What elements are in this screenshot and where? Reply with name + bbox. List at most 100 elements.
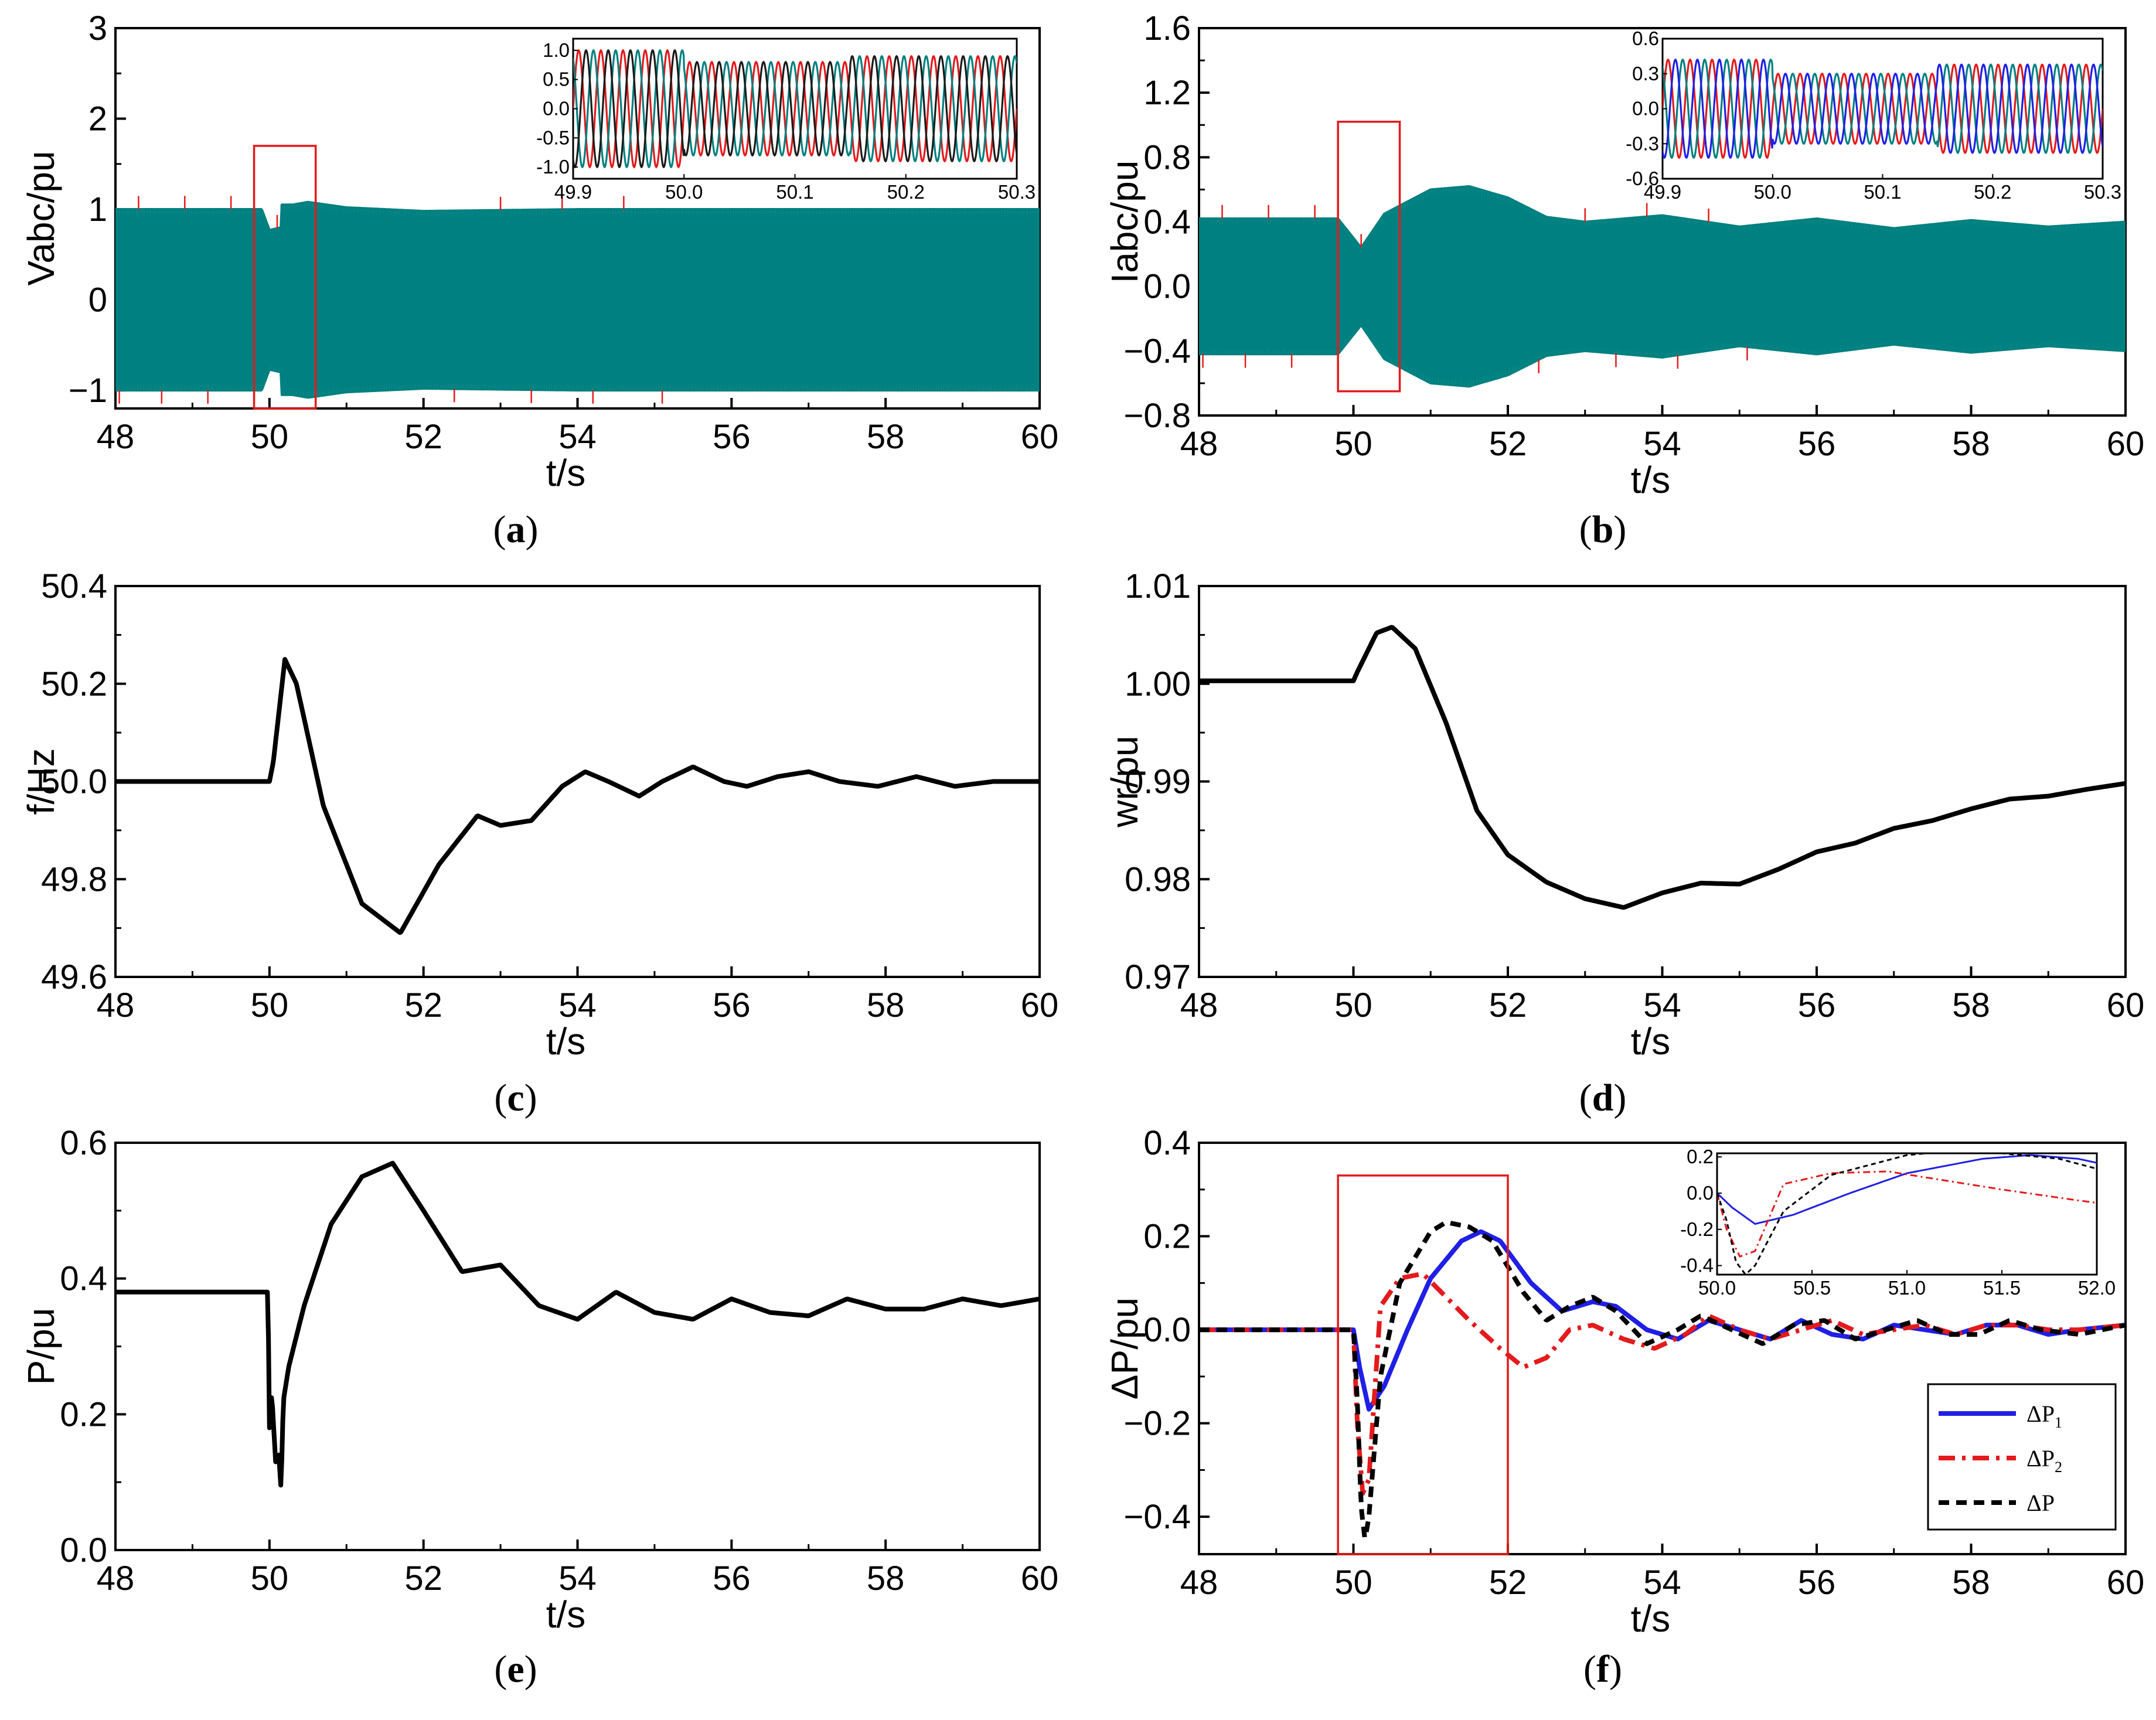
inset-wave-Vc (573, 49, 1017, 169)
y-tick-label: 0 (88, 281, 107, 319)
y-tick-label: 50.2 (41, 665, 107, 703)
inset-x-tick-label: 50.5 (1793, 1277, 1831, 1299)
inset-series-ΔP1 (1717, 1154, 2097, 1225)
x-tick-label: 52 (1489, 986, 1527, 1024)
x-tick-label: 52 (404, 418, 442, 456)
x-tick-label: 54 (1643, 1564, 1681, 1602)
y-tick-label: 0.6 (60, 1124, 107, 1162)
x-tick-label: 58 (867, 418, 905, 456)
inset-y-tick-label: -0.2 (1680, 1218, 1714, 1240)
y-tick-label: 1.6 (1143, 9, 1191, 47)
x-tick-label: 50 (251, 1559, 289, 1598)
inset-x-tick-label: 49.9 (1644, 181, 1681, 203)
panel-f: 48 50 52 54 56 58 60 −0.4 −0.2 0.0 0.2 0.4 t/s ΔP/pu (… (1103, 1124, 2144, 1691)
y-tick-label: −0.2 (1124, 1405, 1191, 1443)
y-axis-label: f/Hz (20, 748, 62, 815)
x-tick-label: 54 (558, 418, 597, 456)
x-tick-label: 54 (1643, 425, 1681, 463)
x-tick-label: 48 (97, 418, 135, 456)
x-tick-label: 60 (1021, 1559, 1059, 1598)
y-tick-label: 0.4 (1143, 1124, 1191, 1162)
y-tick-label: 1.2 (1143, 74, 1191, 112)
x-tick-label: 52 (1489, 1564, 1527, 1602)
panel-a: 48 50 52 54 56 58 60 −1 0 1 2 3 t/s Vabc/pu (a) 49.9 50.… (20, 9, 1058, 551)
inset-x-tick-label: 52.0 (2078, 1277, 2116, 1299)
y-tick-label: 3 (88, 9, 107, 47)
inset-y-tick-label: -0.3 (1626, 132, 1659, 154)
y-tick-label: 0.2 (60, 1395, 107, 1433)
y-tick-label: 0.0 (1143, 1311, 1191, 1349)
inset-x-tick-label: 50.3 (2084, 181, 2121, 203)
series-line-Iabc envelope (lower) (1199, 324, 2126, 388)
inset-y-tick-label: 0.0 (543, 98, 570, 120)
inset-y-tick-label: 0.3 (1632, 63, 1659, 84)
inset-y-tick-label: 0.0 (1687, 1182, 1714, 1204)
inset-wave-Ib (1663, 58, 2103, 159)
x-tick-label: 58 (867, 986, 905, 1024)
y-tick-label: 0.8 (1143, 138, 1191, 176)
zoom-box (1337, 1174, 1509, 1555)
inset-series-ΔP2 (1717, 1170, 2097, 1258)
inset-series-ΔP (1717, 1153, 2097, 1275)
x-tick-label: 60 (2107, 425, 2145, 463)
x-tick-label: 48 (1180, 986, 1218, 1024)
panel-e: 48 50 52 54 56 58 60 0.0 0.2 0.4 0.6 t/s P/pu (e) (20, 1124, 1058, 1691)
y-tick-label: 1.00 (1125, 665, 1191, 703)
x-tick-label: 56 (1798, 1564, 1836, 1602)
series-line-ΔP2 (1199, 1271, 2126, 1496)
inset-x-tick-label: 50.0 (1698, 1277, 1736, 1299)
x-tick-label: 56 (713, 418, 751, 456)
inset-f: 50.0 50.5 51.0 51.5 52.0 0.2 0.0 -0.2 -0.4 (1680, 1146, 2116, 1299)
inset-x-tick-label: 49.9 (554, 181, 592, 203)
x-tick-label: 50 (1334, 425, 1372, 463)
y-tick-label: 0.2 (1143, 1218, 1191, 1256)
panel-caption: (f) (1583, 1648, 1622, 1691)
y-tick-label: 0.0 (60, 1531, 107, 1569)
y-tick-label: −1 (69, 372, 107, 410)
plot-frame (114, 1142, 1041, 1551)
x-tick-label: 52 (404, 986, 442, 1024)
y-tick-label: 0.0 (1143, 268, 1191, 306)
x-tick-label: 50 (251, 418, 289, 456)
x-axis-label: t/s (1631, 1020, 1671, 1062)
zoom-box (1337, 120, 1401, 393)
x-tick-label: 60 (2107, 1564, 2145, 1602)
inset-y-tick-label: -0.6 (1626, 168, 1659, 189)
x-axis-label: t/s (1631, 1598, 1671, 1640)
legend: ΔP1 ΔP2 ΔP (1927, 1383, 2117, 1531)
y-axis-label: Iabc/pu (1103, 161, 1146, 284)
inset-y-tick-label: -0.5 (536, 127, 570, 148)
x-axis-label: t/s (546, 1020, 586, 1062)
x-tick-label: 50 (1334, 986, 1372, 1024)
inset-y-tick-label: 0.5 (543, 69, 570, 90)
x-tick-label: 60 (2107, 986, 2145, 1024)
series-line-Vabc envelope (lower) (115, 368, 1040, 399)
panel-caption: (d) (1579, 1077, 1627, 1119)
x-tick-label: 56 (1798, 986, 1836, 1024)
panel-d: 48 50 52 54 56 58 60 0.97 0.98 0.99 1.00 1.01 t/s wr/… (1103, 567, 2144, 1119)
panel-caption: (e) (494, 1648, 537, 1691)
y-axis-label: wr/pu (1103, 735, 1146, 828)
series-line-Iabc envelope (upper) (1199, 185, 2126, 248)
y-axis-label: Vabc/pu (20, 151, 62, 285)
x-tick-label: 60 (1021, 986, 1059, 1024)
inset-x-tick-label: 50.3 (998, 181, 1036, 203)
inset-b: 49.9 50.0 50.1 50.2 50.3 0.6 0.3 0.0 -0.3 -0.6 (1626, 28, 2121, 203)
y-tick-label: 1 (88, 190, 107, 229)
inset-x-tick-label: 50.2 (887, 181, 925, 203)
y-axis-label: P/pu (20, 1308, 62, 1385)
y-tick-label: 0.98 (1125, 860, 1191, 898)
inset-y-tick-label: -1.0 (536, 156, 570, 178)
y-axis-label: ΔP/pu (1103, 1297, 1146, 1399)
x-tick-label: 52 (404, 1559, 442, 1598)
series-line-ΔP (1199, 1220, 2126, 1541)
inset-y-tick-label: 0.0 (1632, 98, 1659, 120)
series-line-wr (1197, 625, 2127, 910)
x-axis-label: t/s (546, 1593, 586, 1636)
inset-x-tick-label: 50.1 (776, 181, 813, 203)
panel-caption: (a) (493, 508, 539, 551)
x-tick-label: 50 (1334, 1564, 1372, 1602)
plot-frame (1198, 585, 2127, 978)
x-tick-label: 58 (1952, 986, 1990, 1024)
